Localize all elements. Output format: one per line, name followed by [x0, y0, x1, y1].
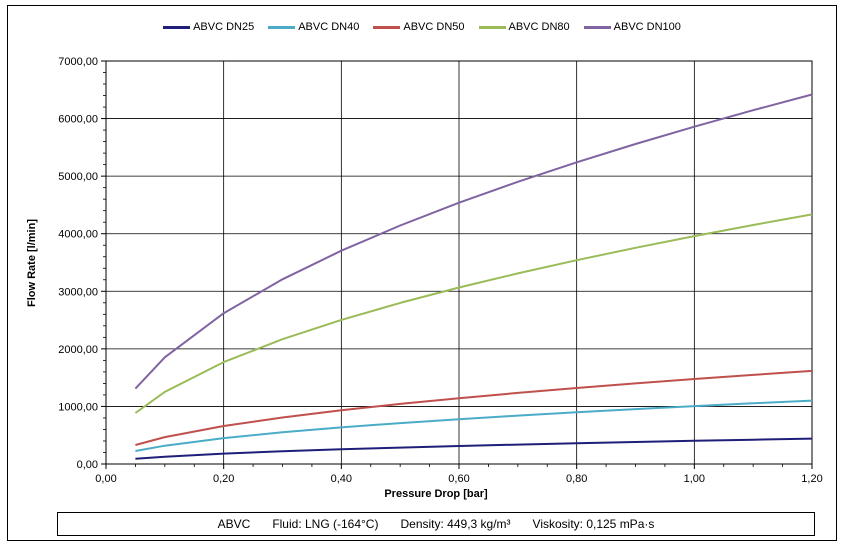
legend-swatch	[163, 25, 191, 29]
legend-label: ABVC DN25	[193, 21, 255, 33]
legend-swatch	[268, 25, 296, 29]
legend-swatch	[478, 25, 506, 29]
legend-label: ABVC DN80	[508, 21, 570, 33]
footer-product: ABVC	[217, 517, 251, 531]
y-axis-title: Flow Rate [l/min]	[26, 219, 38, 307]
y-tick-label: 0,00	[77, 459, 98, 471]
footer-fluid: Fluid: LNG (-164°C)	[272, 517, 379, 531]
series-line-abvc-dn100	[134, 93, 813, 390]
legend-item: ABVC DN100	[583, 21, 681, 33]
series-line-abvc-dn25	[135, 437, 813, 460]
legend-label: ABVC DN40	[298, 21, 360, 33]
x-tick-label: 0,40	[331, 473, 352, 485]
x-tick-label: 0,20	[213, 473, 234, 485]
legend-item: ABVC DN25	[163, 21, 254, 33]
series-line-abvc-dn40	[135, 399, 813, 452]
legend-item: ABVC DN50	[373, 21, 465, 33]
series-line-abvc-dn80	[134, 213, 813, 414]
y-tick-label: 3000,00	[58, 286, 98, 298]
x-tick-label: 0,00	[95, 473, 116, 485]
y-tick-label: 4000,00	[58, 229, 98, 241]
chart-frame	[7, 5, 837, 541]
y-tick-label: 5000,00	[58, 171, 98, 183]
footer-info-box: ABVC Fluid: LNG (-164°C) Density: 449,3 …	[57, 512, 815, 536]
legend-swatch	[583, 25, 611, 29]
legend-item: ABVC DN40	[268, 21, 359, 33]
footer-density: Density: 449,3 kg/m³	[400, 517, 511, 531]
y-tick-label: 1000,00	[58, 401, 98, 413]
series-layer	[134, 93, 813, 460]
y-tick-label: 2000,00	[58, 344, 98, 356]
legend-label: ABVC DN50	[403, 21, 465, 33]
legend-label: ABVC DN100	[613, 21, 681, 33]
axes: 0,00 1000,00 2000,00 3000,00 4000,00 5000,00 6…	[58, 56, 822, 485]
legend: ABVC DN25 ABVC DN40 ABVC DN50 ABVC DN80 ABVC…	[0, 17, 844, 37]
y-tick-label: 6000,00	[58, 114, 98, 126]
legend-swatch	[373, 25, 401, 29]
legend-item: ABVC DN80	[478, 21, 570, 33]
y-tick-label: 7000,00	[58, 56, 98, 68]
footer-viscosity: Viskosity: 0,125 mPa·s	[532, 517, 655, 531]
x-axis-title: Pressure Drop [bar]	[384, 488, 488, 500]
x-tick-label: 1,20	[801, 473, 822, 485]
x-tick-label: 0,80	[566, 473, 587, 485]
x-tick-label: 1,00	[684, 473, 705, 485]
x-tick-label: 0,60	[448, 473, 469, 485]
series-line-abvc-dn50	[135, 369, 813, 446]
grid	[105, 60, 813, 465]
